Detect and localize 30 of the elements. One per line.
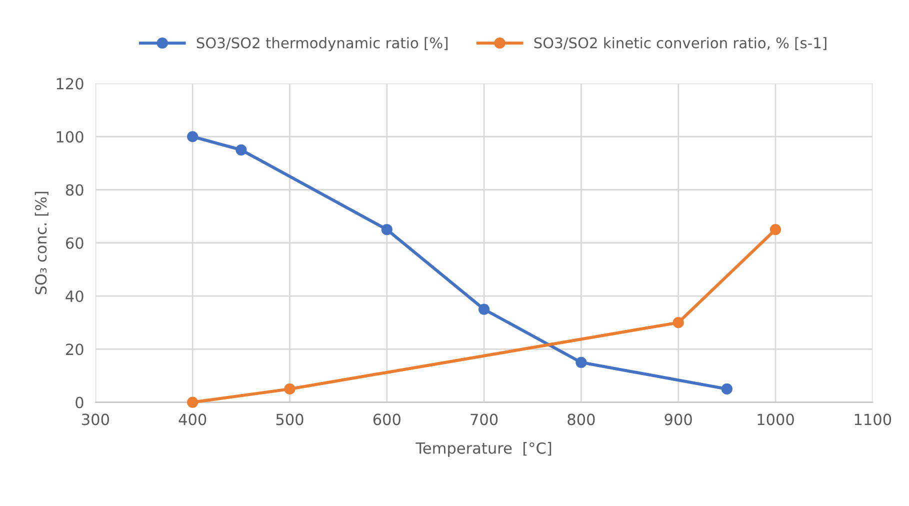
y-tick-label: 100 <box>56 131 84 143</box>
x-tick-label: 800 <box>568 414 595 426</box>
y-tick-label: 120 <box>56 78 84 90</box>
x-tick-label: 900 <box>664 414 692 426</box>
x-tick-label: 300 <box>82 414 110 426</box>
x-tick-label: 1100 <box>854 414 892 426</box>
point <box>236 144 247 156</box>
x-tick-label: 700 <box>470 414 498 426</box>
point <box>770 224 782 236</box>
y-axis-title: SO₃ conc. [%] <box>34 192 48 294</box>
point <box>576 356 587 368</box>
x-tick-label: 600 <box>373 414 400 426</box>
point <box>381 224 392 236</box>
x-tick-label: 500 <box>276 414 304 426</box>
point <box>478 304 490 315</box>
point <box>672 317 684 328</box>
y-tick-label: 0 <box>76 396 84 408</box>
y-tick-label: 80 <box>66 184 84 196</box>
point <box>721 383 732 395</box>
y-tick-label: 40 <box>66 290 84 302</box>
point <box>284 383 296 395</box>
point <box>187 396 198 408</box>
x-axis-title: Temperature [°C] <box>416 442 552 457</box>
x-tick-label: 1000 <box>758 414 794 426</box>
y-tick-label: 20 <box>66 344 84 356</box>
y-tick-label: 60 <box>66 237 84 249</box>
point <box>187 131 198 142</box>
legend-label: SO3/SO2 kinetic converion ratio, % [s-1] <box>534 37 826 50</box>
x-tick-label: 400 <box>178 414 206 426</box>
legend-label: SO3/SO2 thermodynamic ratio [%] <box>196 37 448 52</box>
